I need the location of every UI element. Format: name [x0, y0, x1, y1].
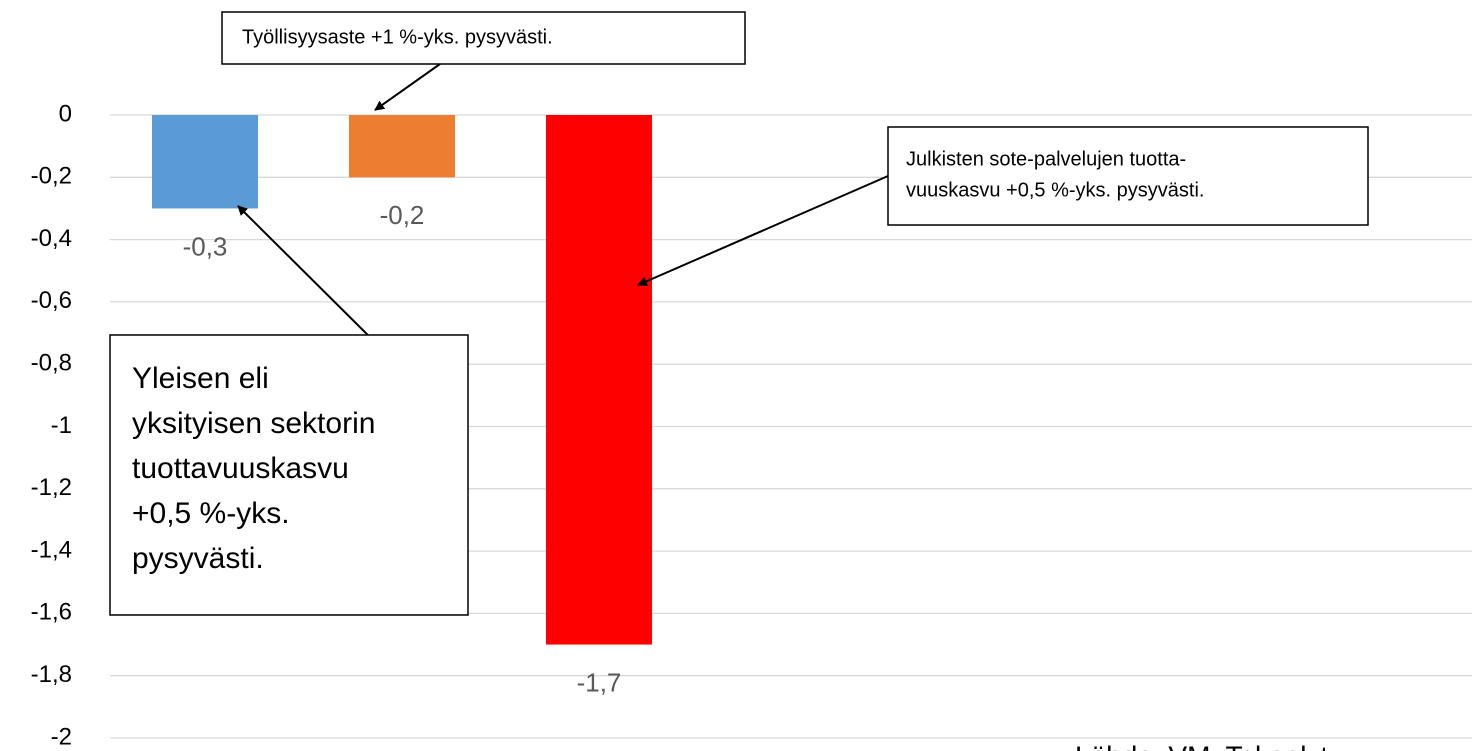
bar — [546, 115, 652, 645]
annotation-text: Työllisyysaste +1 %-yks. pysyvästi. — [242, 26, 553, 48]
y-tick-label: -1,4 — [31, 536, 72, 563]
y-tick-label: -1,2 — [31, 474, 72, 501]
bar — [152, 115, 258, 209]
arrow — [374, 63, 441, 111]
arrow — [237, 205, 389, 356]
annotations: Työllisyysaste +1 %-yks. pysyvästi. Julki… — [109, 11, 1369, 616]
annotation-text: yksityisen sektorin — [132, 407, 375, 440]
data-label: -0,2 — [380, 200, 425, 230]
y-tick-label: -0,8 — [31, 350, 72, 377]
annotation-text: vuuskasvu +0,5 %-yks. pysyvästi. — [906, 179, 1204, 201]
data-label: -0,3 — [183, 231, 228, 261]
y-tick-label: -0,4 — [31, 225, 72, 252]
annotation-box — [109, 334, 469, 616]
data-label: -1,7 — [577, 667, 622, 697]
y-tick-label: -1,6 — [31, 599, 72, 626]
y-tick-label: -1,8 — [31, 661, 72, 688]
y-tick-label: 0 — [59, 100, 72, 127]
annotation-text: Julkisten sote-palvelujen tuotta- — [906, 148, 1186, 170]
source: Lähde: VM, Tekoalyt — [1075, 740, 1328, 751]
annotation-box — [887, 126, 1369, 226]
bar — [349, 115, 455, 178]
y-tick-label: -2 — [51, 723, 72, 750]
arrow — [637, 175, 889, 286]
annotation-text: pysyvästi. — [132, 542, 264, 575]
y-tick-label: -0,2 — [31, 163, 72, 190]
annotation-text: tuottavuuskasvu — [132, 452, 349, 485]
annotation-box — [221, 11, 746, 65]
annotation-text: +0,5 %-yks. — [132, 497, 290, 530]
bars: -0,3 -0,2 -1,7 — [152, 115, 652, 697]
annotation-text: Yleisen eli — [132, 362, 269, 395]
y-tick-label: -0,6 — [31, 287, 72, 314]
y-tick-label: -1 — [51, 412, 72, 439]
